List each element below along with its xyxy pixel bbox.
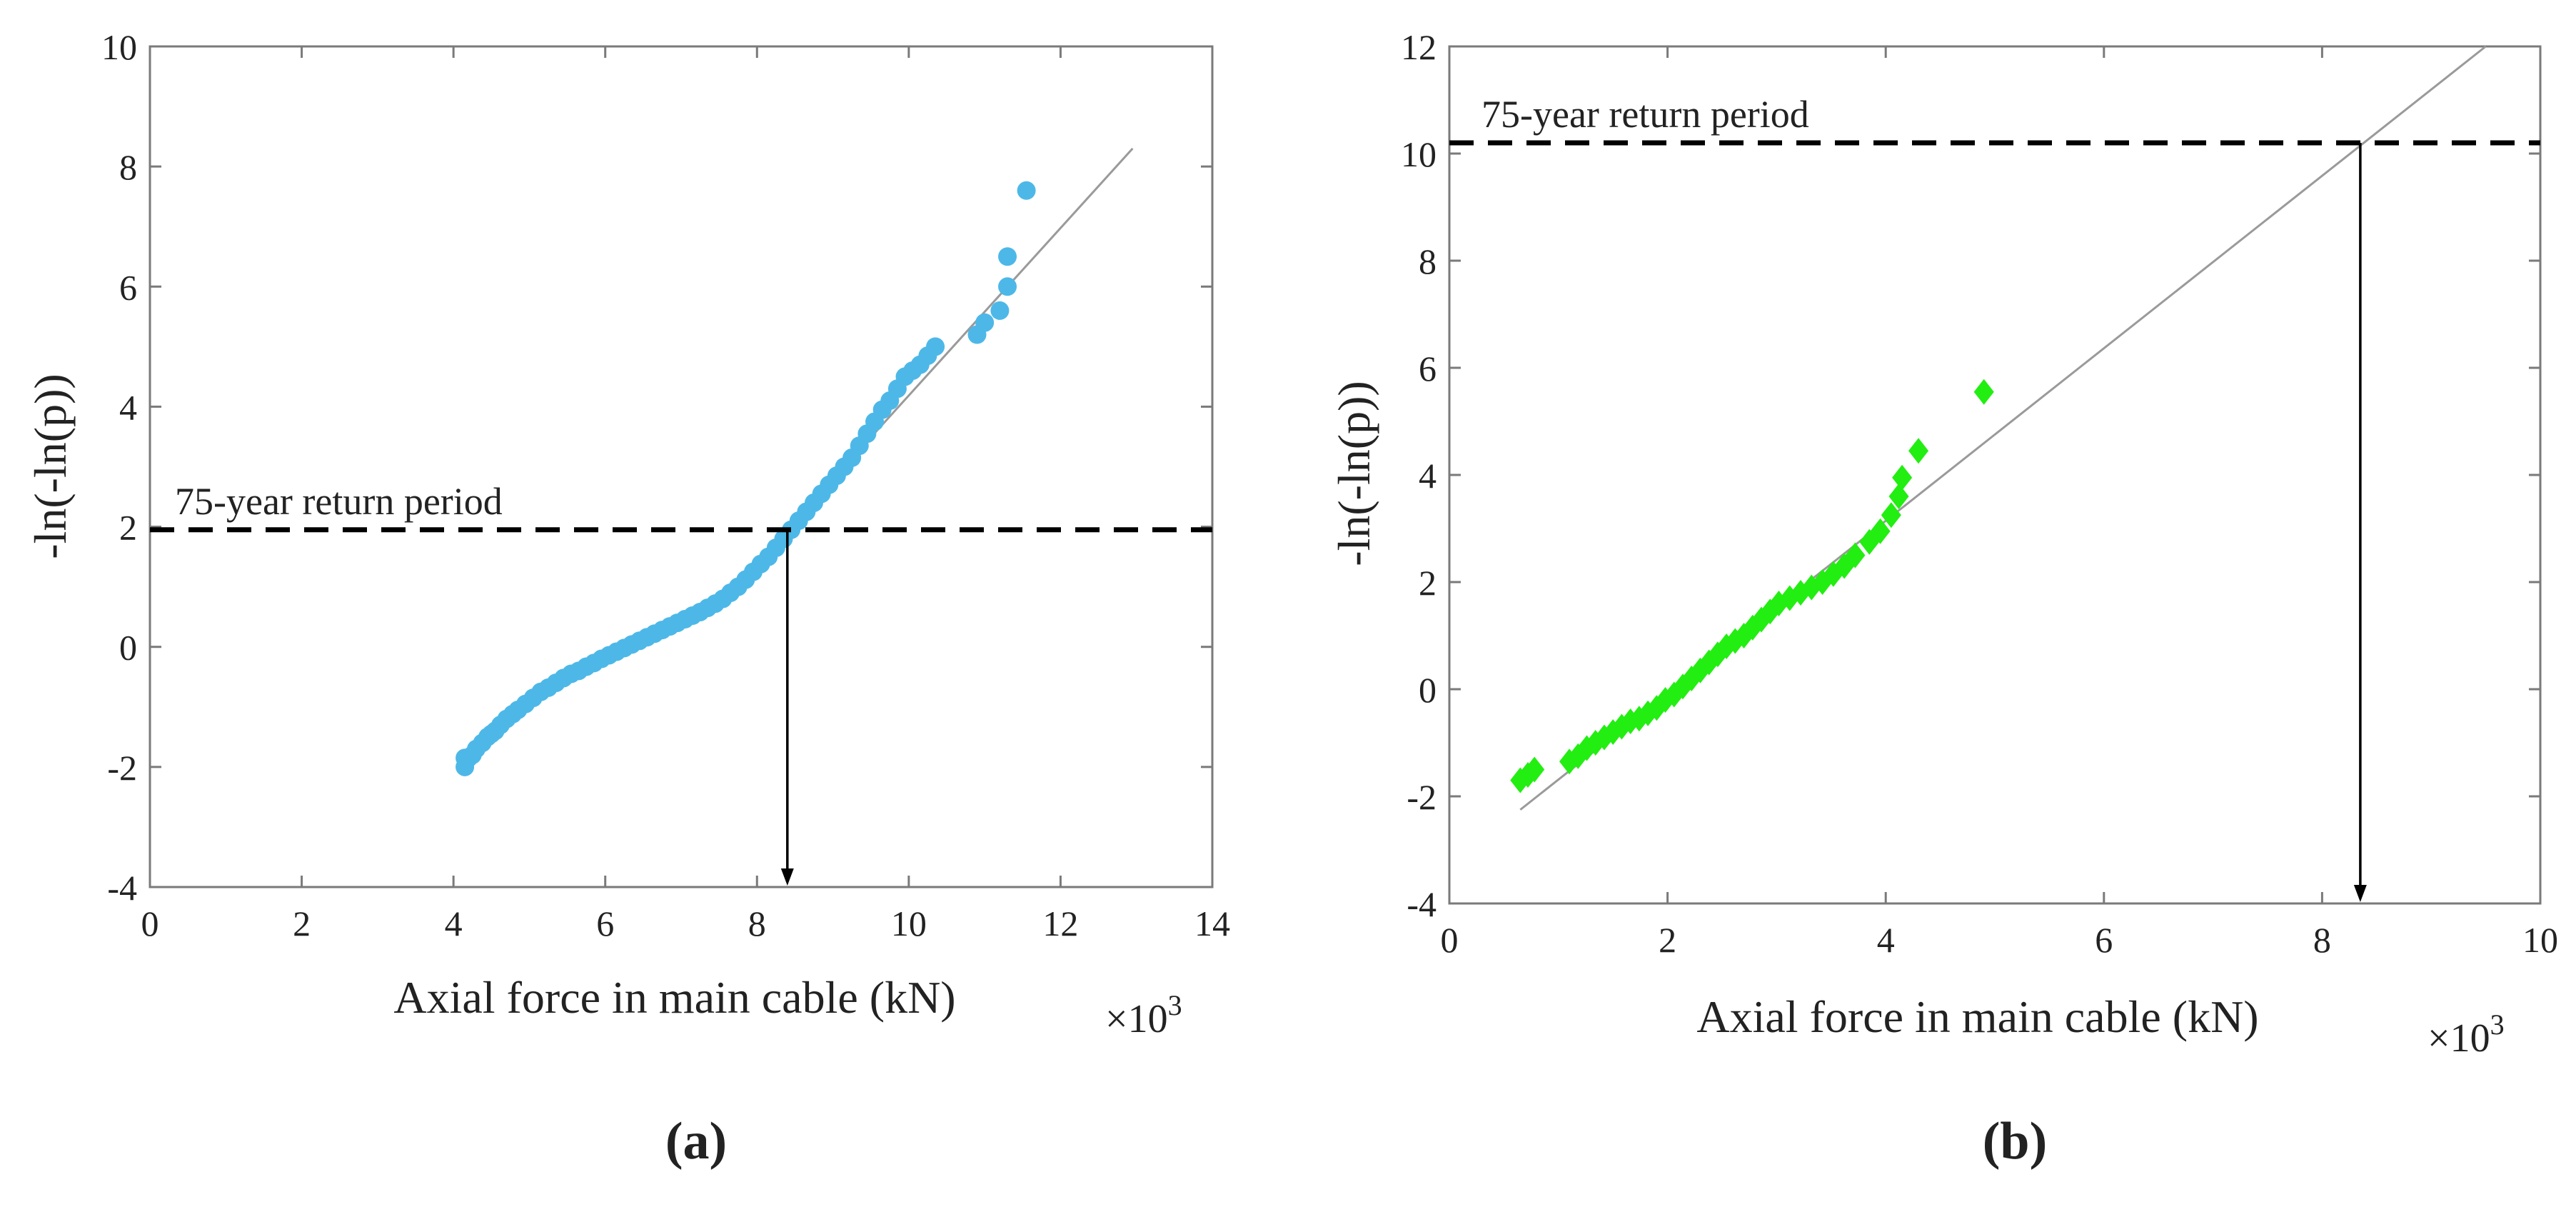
x-tick-label: 8 [2313,920,2331,960]
x-tick-label: 6 [596,903,614,943]
data-point [1524,756,1545,783]
x-tick-label: 6 [2095,920,2113,960]
chart-a-x-multiplier: ×103 [1105,989,1182,1041]
data-point [975,313,995,332]
chart-b: 0 2 4 6 8 10 -4 -2 0 2 4 6 8 10 12 75-year return peri… [1329,27,2558,1061]
chart-a-frame [149,45,1214,888]
x-tick-label: 12 [1042,903,1078,943]
data-point [926,337,945,356]
chart-b-reference-lines [1449,140,2540,902]
y-tick-label: 8 [119,147,137,187]
data-point [1845,542,1866,569]
chart-a-reference-lines [150,527,1212,886]
chart-b-y-axis-title: -ln(-ln(p)) [1329,381,1379,566]
chart-b-frame [1448,45,2542,905]
chart-b-points [1510,379,1994,793]
y-tick-label: -4 [107,868,137,908]
data-point [998,247,1017,266]
y-tick-label: -2 [107,748,137,788]
data-point [990,301,1010,320]
y-tick-label: 2 [1419,563,1437,603]
y-tick-label: 2 [119,508,137,548]
chart-b-return-period-label: 75-year return period [1481,93,1809,136]
data-point [1888,484,1909,509]
x-tick-label: 10 [2522,920,2558,960]
data-point [1892,464,1913,491]
y-tick-label: 10 [1401,134,1437,174]
y-tick-label: 6 [119,267,137,307]
data-point [1908,438,1929,464]
y-tick-label: 4 [119,387,137,427]
chart-a-ticks: 0 2 4 6 8 10 12 14 -4 -2 0 2 4 6 8 10 [101,27,1230,943]
chart-b-ticks: 0 2 4 6 8 10 -4 -2 0 2 4 6 8 10 12 [1401,27,2558,960]
chart-a-x-axis-title: Axial force in main cable (kN) [393,972,955,1023]
y-tick-label: 6 [1419,349,1437,389]
x-tick-label: 0 [141,903,159,943]
x-tick-label: 8 [748,903,766,943]
y-tick-label: 10 [101,27,137,67]
chart-b-x-multiplier: ×103 [2427,1008,2505,1061]
y-tick-label: 0 [1419,670,1437,710]
x-tick-label: 4 [445,903,463,943]
chart-a-points [456,181,1036,776]
data-point [1973,379,1994,405]
x-tick-label: 4 [1877,920,1895,960]
return-level-arrowhead [780,868,794,886]
x-tick-label: 0 [1441,920,1459,960]
x-tick-label: 2 [293,903,311,943]
y-tick-label: 0 [119,628,137,668]
chart-a-return-period-label: 75-year return period [175,480,503,523]
data-point [1881,502,1901,529]
x-tick-label: 2 [1659,920,1676,960]
y-tick-label: -2 [1407,777,1437,817]
chart-a: 0 2 4 6 8 10 12 14 -4 -2 0 2 4 6 8 10 75-year return pe… [25,27,1230,1041]
x-tick-label: 14 [1194,903,1230,943]
y-tick-label: 12 [1401,27,1437,67]
x-tick-label: 10 [891,903,927,943]
panel-label-a: (a) [665,1112,727,1171]
chart-b-x-axis-title: Axial force in main cable (kN) [1696,991,2258,1042]
chart-a-y-axis-title: -ln(-ln(p)) [25,374,76,559]
return-level-arrowhead [2353,885,2367,902]
y-tick-label: -4 [1407,884,1437,924]
data-point [1870,518,1891,544]
data-point [1017,181,1036,200]
y-tick-label: 4 [1419,456,1437,496]
data-point [998,277,1017,296]
panel-label-b: (b) [1983,1112,2047,1171]
y-tick-label: 8 [1419,241,1437,281]
